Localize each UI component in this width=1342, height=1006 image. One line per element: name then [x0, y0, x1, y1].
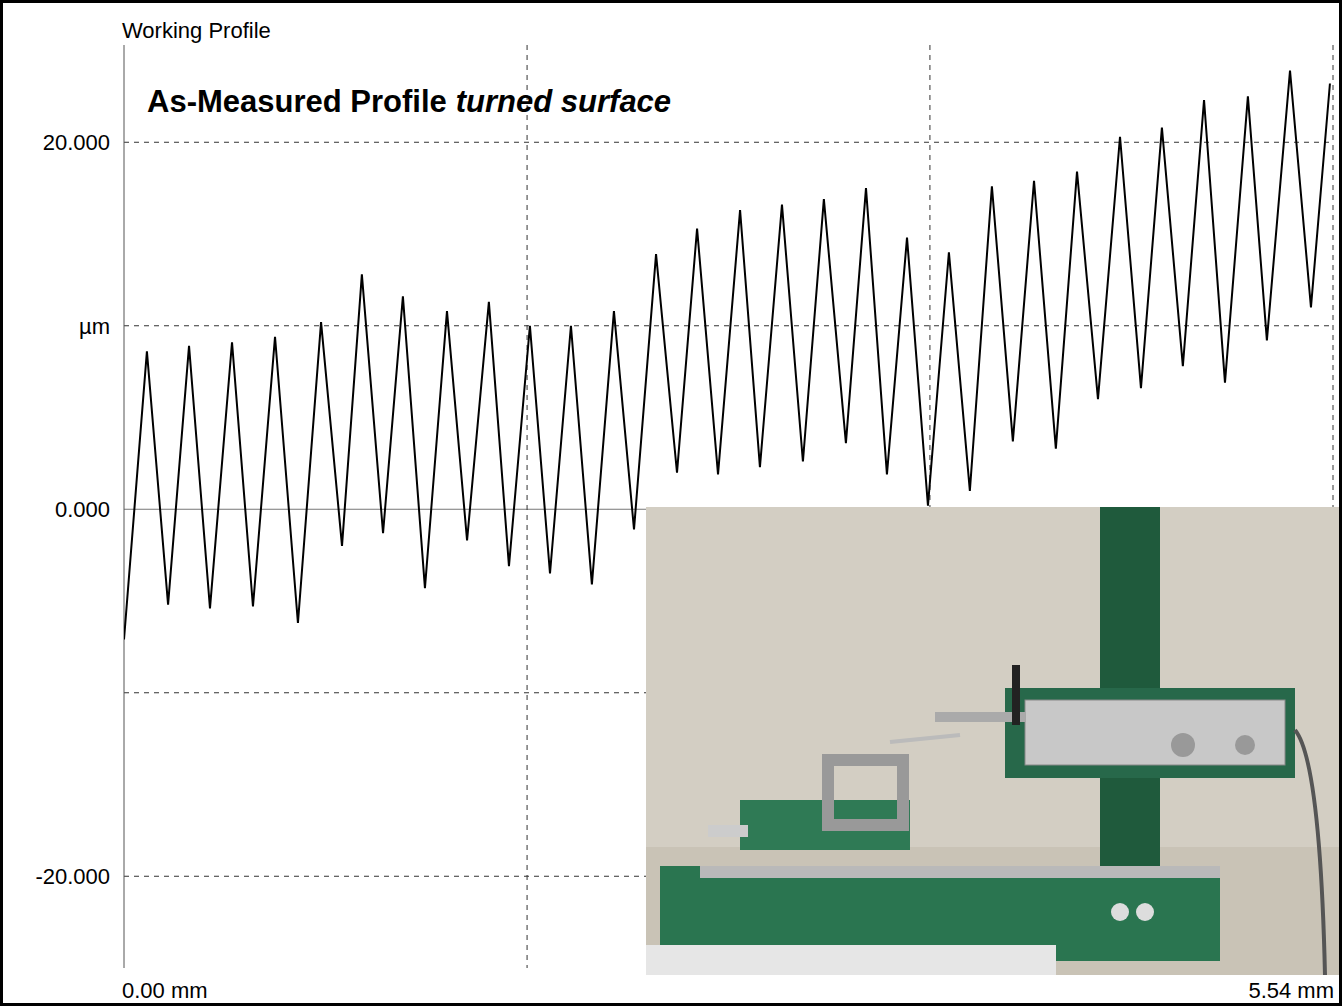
title: Working Profile [122, 18, 271, 43]
background [0, 0, 1342, 1006]
x-tick-label: 5.54 mm [1248, 978, 1334, 1003]
x-tick-label: 0.00 mm [122, 978, 208, 1003]
frame [2, 2, 1341, 1005]
chart: 20.000 µm 0.000 -20.000 0.00 mm 5.54 mm Workin… [0, 0, 1342, 1006]
y-tick-label: -20.000 [35, 864, 110, 889]
y-tick-label: 20.000 [43, 130, 110, 155]
annotation: As-Measured Profile [147, 84, 447, 119]
y-tick-label: µm [79, 314, 110, 339]
grid-line [124, 142, 1333, 143]
grid-line [527, 45, 528, 968]
y-tick-label: 0.000 [55, 497, 110, 522]
grid-line [124, 325, 1333, 326]
annotation: turned surface [456, 84, 671, 119]
y-axis [124, 45, 125, 968]
inset-photo [646, 507, 1342, 975]
